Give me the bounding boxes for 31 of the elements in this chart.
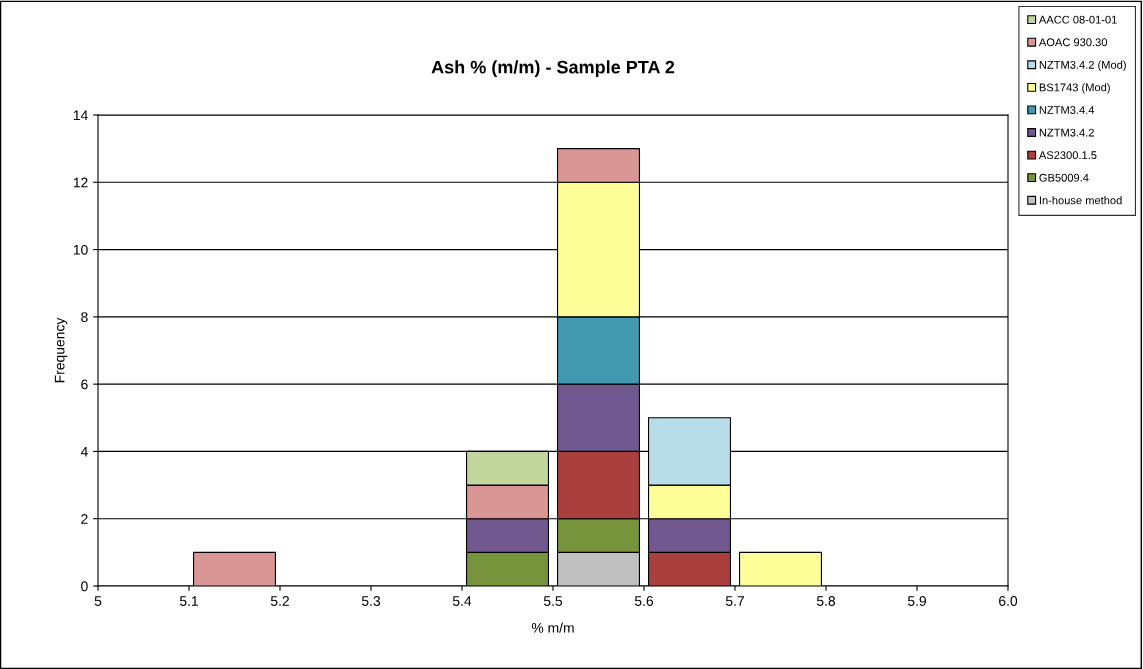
x-tick-label: 5.9: [907, 596, 926, 606]
y-tick-label: 8: [81, 312, 88, 323]
legend-label: NZTM3.4.2: [1039, 128, 1094, 137]
x-tick-label: 5.5: [543, 596, 563, 606]
x-tick-label: 5.4: [452, 596, 472, 606]
x-tick-label: 6.0: [999, 596, 1018, 606]
y-tick-label: 10: [73, 244, 88, 255]
y-tick-label: 0: [81, 581, 88, 592]
x-tick-label: 5.3: [361, 596, 381, 606]
legend-label: NZTM3.4.4: [1039, 106, 1095, 114]
y-tick-label: 2: [81, 514, 88, 524]
x-tick-label: 5.1: [179, 596, 198, 606]
x-tick-label: 5.2: [270, 596, 289, 606]
legend-label: BS1743 (Mod): [1039, 83, 1110, 94]
x-tick-label: 5.6: [634, 596, 654, 606]
x-axis-title: % m/m: [531, 622, 574, 633]
y-tick-label: 12: [73, 177, 88, 188]
y-tick-label: 14: [73, 110, 88, 121]
x-tick-label: 5.8: [816, 596, 836, 606]
y-tick-label: 6: [81, 379, 88, 390]
legend-label: NZTM3.4.2 (Mod): [1039, 60, 1126, 71]
legend-label: AOAC 930.30: [1038, 38, 1108, 47]
legend-label: GB5009.4: [1039, 173, 1089, 182]
y-axis-title: Frequency: [54, 317, 68, 383]
x-tick-label: 5: [94, 596, 102, 606]
legend-label: AS2300.1.5: [1038, 151, 1097, 160]
legend-label: AACC 08-01-01: [1038, 15, 1117, 24]
y-tick-label: 4: [80, 446, 88, 457]
legend-label: In-house method: [1039, 196, 1122, 205]
x-tick-label: 5.7: [725, 596, 744, 606]
chart-title: Ash % (m/m) - Sample PTA 2: [431, 60, 675, 78]
